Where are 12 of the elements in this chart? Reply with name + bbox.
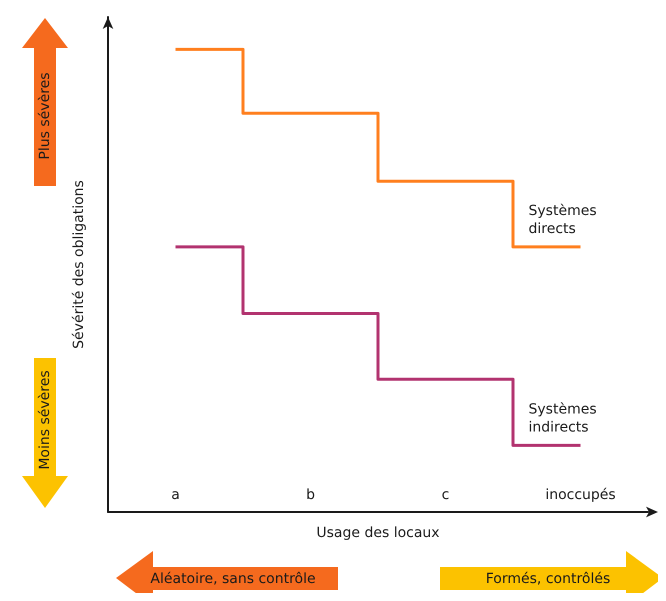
x-tick-label: a [171, 487, 180, 503]
x-tick-label: inoccupés [545, 487, 616, 503]
text: Moins sévères [37, 370, 53, 470]
series-label: Systèmes indirects [528, 401, 602, 436]
x-tick-label: c [442, 487, 450, 503]
text: Aléatoire, sans contrôle [150, 571, 316, 587]
series-label: Systèmes directs [528, 202, 602, 237]
text: Plus sévères [37, 72, 53, 160]
x-axis-title: Usage des locaux [316, 525, 440, 541]
y-axis-title: Sévérité des obligations [71, 180, 87, 349]
text: Formés, contrôlés [486, 571, 610, 587]
x-tick-label: b [306, 487, 316, 503]
